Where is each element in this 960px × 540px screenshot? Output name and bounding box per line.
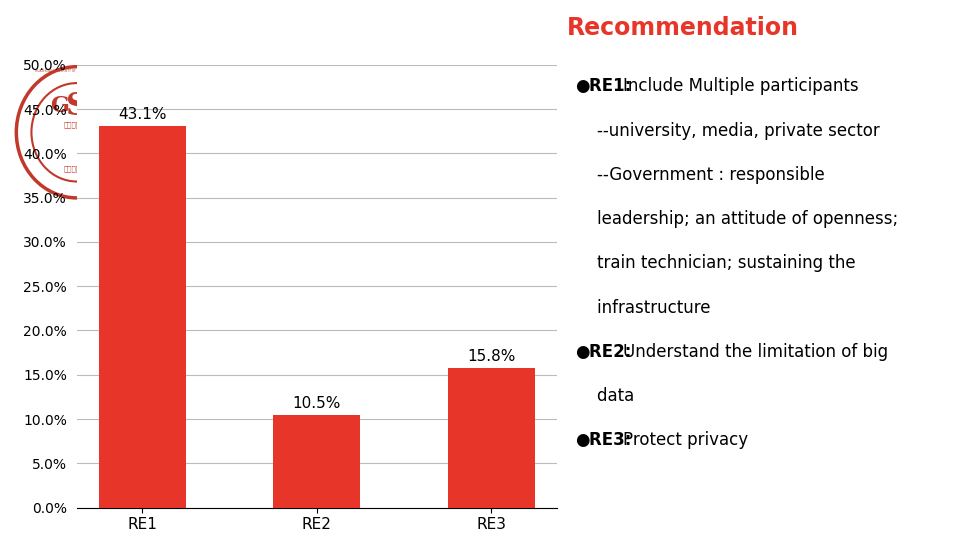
Text: Include Multiple participants: Include Multiple participants (623, 77, 859, 96)
Text: data: data (576, 387, 635, 405)
Text: HUAZHONG UNIVERSITY OF SCIENCE AND TECHNOLOGY: HUAZHONG UNIVERSITY OF SCIENCE AND TECHN… (36, 69, 118, 73)
Text: Recommendation: Recommendation (567, 16, 799, 40)
Text: RE2:: RE2: (589, 343, 637, 361)
Bar (99, 126, 186, 508)
Text: RE1:: RE1: (589, 77, 637, 96)
Text: ●: ● (576, 77, 596, 96)
Text: 公共管理学院: 公共管理学院 (64, 122, 89, 129)
Text: infrastructure: infrastructure (576, 299, 710, 316)
Text: 15.8%: 15.8% (468, 349, 516, 364)
Text: RE3:: RE3: (589, 431, 637, 449)
Text: G: G (50, 95, 69, 117)
Bar (447, 368, 535, 508)
Bar (274, 415, 360, 508)
Text: --Government : responsible: --Government : responsible (576, 166, 825, 184)
Text: 华中科技大学: 华中科技大学 (64, 165, 89, 172)
Text: Protect privacy: Protect privacy (623, 431, 748, 449)
Text: ●: ● (576, 343, 596, 361)
Text: 10.5%: 10.5% (293, 396, 341, 411)
Text: train technician; sustaining the: train technician; sustaining the (576, 254, 855, 272)
Text: E: E (85, 95, 103, 117)
Text: 3. Impacts of Big Data on Public Policy Analysis-: 3. Impacts of Big Data on Public Policy … (10, 16, 654, 40)
Text: --university, media, private sector: --university, media, private sector (576, 122, 879, 140)
Text: leadership; an attitude of openness;: leadership; an attitude of openness; (576, 210, 899, 228)
Text: 43.1%: 43.1% (118, 107, 166, 123)
Text: S: S (65, 91, 88, 122)
Text: ●: ● (576, 431, 596, 449)
Text: Understand the limitation of big: Understand the limitation of big (623, 343, 888, 361)
